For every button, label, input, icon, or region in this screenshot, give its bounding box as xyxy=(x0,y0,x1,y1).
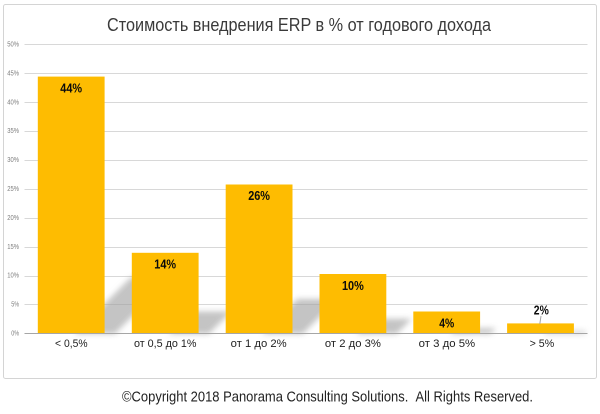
svg-text:20%: 20% xyxy=(7,215,19,222)
svg-text:4%: 4% xyxy=(439,316,454,330)
svg-text:от 2 до 3%: от 2 до 3% xyxy=(325,338,381,350)
svg-text:26%: 26% xyxy=(248,189,270,203)
svg-text:35%: 35% xyxy=(7,128,19,135)
svg-text:от 3 до 5%: от 3 до 5% xyxy=(419,338,476,350)
svg-text:©Copyright 2018 Panorama Consu: ©Copyright 2018 Panorama Consulting Solu… xyxy=(122,390,533,406)
svg-text:2%: 2% xyxy=(534,303,549,317)
svg-text:40%: 40% xyxy=(7,99,19,106)
svg-text:5%: 5% xyxy=(11,302,19,309)
svg-text:0%: 0% xyxy=(11,331,19,338)
svg-text:от 0,5 до 1%: от 0,5 до 1% xyxy=(134,338,197,350)
svg-text:от 1 до 2%: от 1 до 2% xyxy=(231,338,287,350)
svg-text:45%: 45% xyxy=(7,70,19,77)
svg-text:30%: 30% xyxy=(7,157,19,164)
svg-text:Стоимость внедрения ERP в % от: Стоимость внедрения ERP в % от годового … xyxy=(107,15,492,35)
svg-text:15%: 15% xyxy=(7,244,19,251)
svg-text:50%: 50% xyxy=(7,42,19,49)
svg-text:14%: 14% xyxy=(154,258,176,272)
svg-text:10%: 10% xyxy=(342,279,364,293)
svg-text:25%: 25% xyxy=(7,186,19,193)
svg-text:< 0,5%: < 0,5% xyxy=(55,338,88,350)
svg-text:44%: 44% xyxy=(60,81,82,95)
svg-text:10%: 10% xyxy=(7,273,19,280)
svg-text:> 5%: > 5% xyxy=(530,338,555,350)
